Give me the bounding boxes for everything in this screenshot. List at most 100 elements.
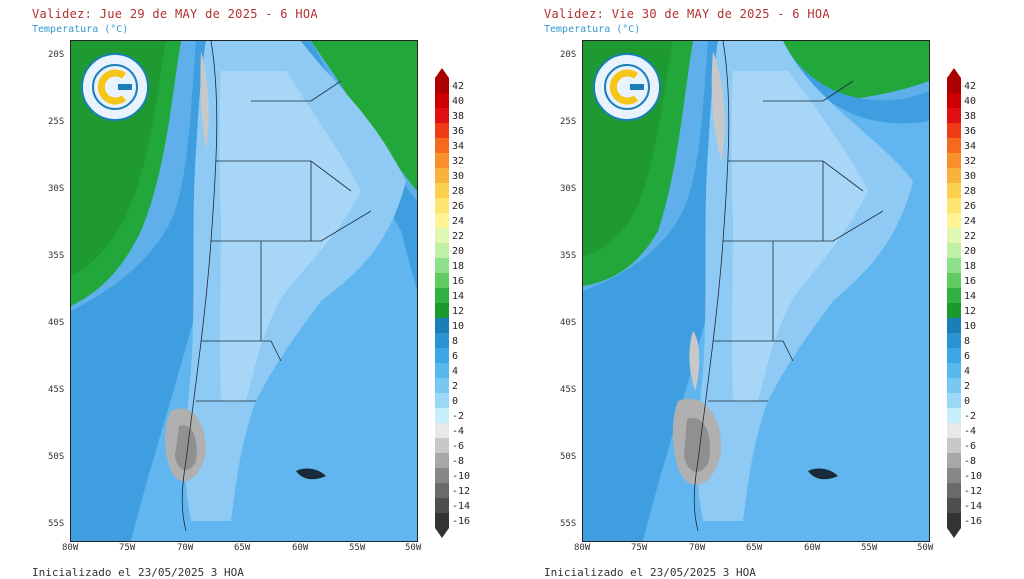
lat-label: 35S: [560, 251, 577, 261]
colorbar-bottom-arrow: [947, 528, 961, 538]
colorbar-segment: [947, 183, 961, 198]
lon-label: 75W: [119, 543, 136, 553]
colorbar-segment: [947, 318, 961, 333]
colorbar-top-arrow: [435, 68, 449, 78]
colorbar-label: 24: [964, 216, 977, 227]
lon-label: 70W: [689, 543, 706, 553]
variable-label: Temperatura (°C): [32, 24, 129, 35]
lon-label: 65W: [746, 543, 763, 553]
colorbar-label: -14: [452, 501, 471, 512]
colorbar-segment: [435, 228, 449, 243]
lon-label: 55W: [349, 543, 366, 553]
colorbar-segment: [947, 153, 961, 168]
colorbar-segment: [435, 153, 449, 168]
colorbar-segment: [947, 423, 961, 438]
colorbar-segment: [435, 198, 449, 213]
colorbar-segment: [435, 108, 449, 123]
colorbar-segment: [947, 138, 961, 153]
colorbar-segment: [947, 513, 961, 528]
lon-label: 75W: [631, 543, 648, 553]
colorbar-segment: [947, 168, 961, 183]
colorbar-segment: [947, 348, 961, 363]
colorbar-label: 30: [452, 171, 465, 182]
colorbar-segment: [947, 453, 961, 468]
colorbar-label: 26: [452, 201, 465, 212]
lon-label: 50W: [917, 543, 934, 553]
colorbar-segment: [435, 378, 449, 393]
temperature-map: [70, 40, 418, 542]
variable-label: Temperatura (°C): [544, 24, 641, 35]
colorbar-segment: [947, 213, 961, 228]
colorbar-label: 16: [964, 276, 977, 287]
colorbar-label: -2: [964, 411, 977, 422]
colorbar-label: 20: [964, 246, 977, 257]
colorbar-segment: [435, 243, 449, 258]
map-svg: [583, 41, 929, 541]
temperature-map: [582, 40, 930, 542]
colorbar-label: 34: [964, 141, 977, 152]
lat-label: 40S: [560, 318, 577, 328]
colorbar-segment: [947, 198, 961, 213]
colorbar-segment: [435, 393, 449, 408]
colorbar-label: 38: [964, 111, 977, 122]
colorbar-segment: [947, 78, 961, 93]
colorbar-label: -10: [452, 471, 471, 482]
colorbar-label: 22: [964, 231, 977, 242]
colorbar-label: -10: [964, 471, 983, 482]
colorbar-segment: [947, 288, 961, 303]
colorbar-label: 10: [964, 321, 977, 332]
colorbar-label: 8: [452, 336, 459, 347]
colorbar-segment: [435, 333, 449, 348]
validity-label: Validez: Jue 29 de MAY de 2025 - 6 HOA: [32, 7, 318, 21]
colorbar-label: 42: [964, 81, 977, 92]
map-svg: [71, 41, 417, 541]
colorbar-segment: [435, 138, 449, 153]
colorbar-label: 4: [964, 366, 971, 377]
colorbar-label: 10: [452, 321, 465, 332]
colorbar-label: 30: [964, 171, 977, 182]
colorbar-label: 0: [964, 396, 971, 407]
colorbar-segment: [947, 483, 961, 498]
colorbar-segment: [947, 408, 961, 423]
colorbar-label: -6: [452, 441, 465, 452]
colorbar-label: 34: [452, 141, 465, 152]
lat-label: 55S: [560, 519, 577, 529]
lon-label: 80W: [574, 543, 591, 553]
colorbar-label: -14: [964, 501, 983, 512]
colorbar-segment: [947, 228, 961, 243]
colorbar-label: 2: [452, 381, 459, 392]
map-panel-left: Validez: Jue 29 de MAY de 2025 - 6 HOA T…: [0, 0, 512, 579]
colorbar-segment: [435, 483, 449, 498]
colorbar-label: -6: [964, 441, 977, 452]
colorbar-label: -16: [964, 516, 983, 527]
colorbar-segment: [435, 363, 449, 378]
colorbar-segment: [435, 438, 449, 453]
colorbar: [435, 68, 449, 538]
colorbar-segment: [435, 453, 449, 468]
lat-label: 45S: [560, 385, 577, 395]
colorbar-label: 32: [964, 156, 977, 167]
colorbar-label: -12: [452, 486, 471, 497]
colorbar-segment: [435, 303, 449, 318]
lat-label: 20S: [560, 50, 577, 60]
colorbar-label: 24: [452, 216, 465, 227]
colorbar-segment: [435, 288, 449, 303]
smn-logo: [592, 52, 662, 122]
colorbar-segment: [947, 333, 961, 348]
colorbar-label: 26: [964, 201, 977, 212]
colorbar-label: 42: [452, 81, 465, 92]
colorbar-segment: [947, 93, 961, 108]
lon-label: 60W: [292, 543, 309, 553]
colorbar-label: 14: [964, 291, 977, 302]
lon-label: 80W: [62, 543, 79, 553]
colorbar-segment: [435, 513, 449, 528]
colorbar-segment: [947, 393, 961, 408]
initialized-label: Inicializado el 23/05/2025 3 HOA: [32, 566, 244, 579]
colorbar-segment: [435, 258, 449, 273]
colorbar-label: 6: [964, 351, 971, 362]
colorbar-label: 14: [452, 291, 465, 302]
colorbar-segment: [435, 408, 449, 423]
colorbar-label: -16: [452, 516, 471, 527]
colorbar-segment: [435, 213, 449, 228]
lon-label: 70W: [177, 543, 194, 553]
